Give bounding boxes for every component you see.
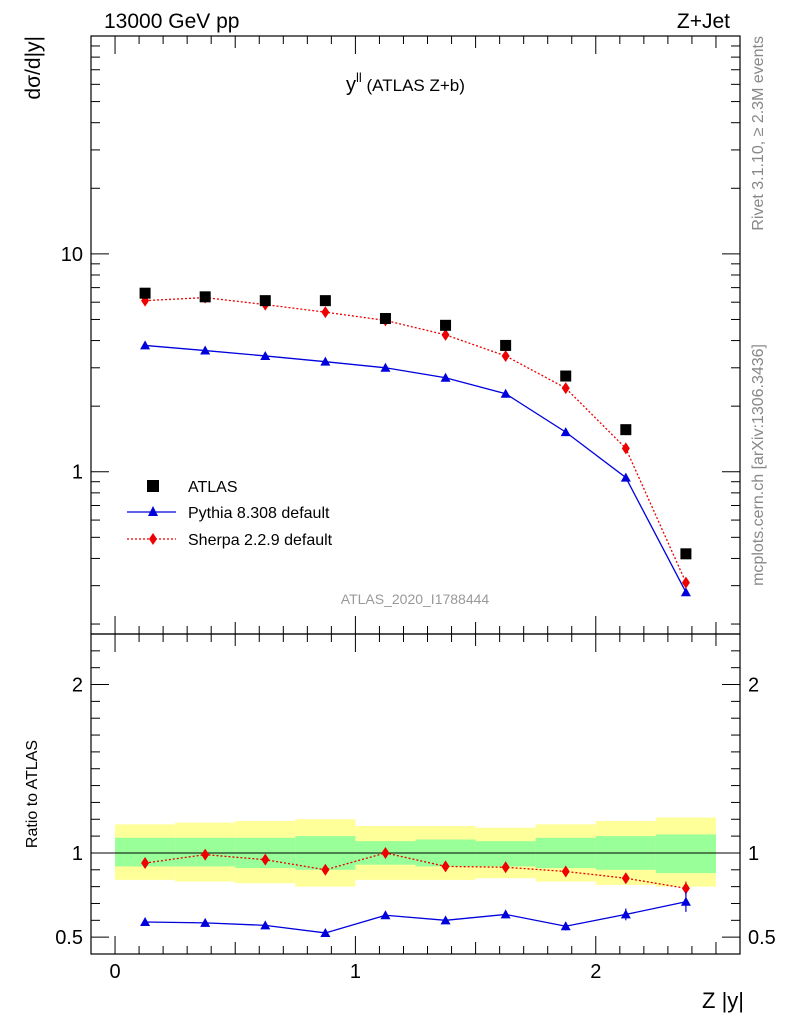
ratio-y-tick-label-left: 2 [72,675,83,697]
pythia-line [145,344,687,593]
ratio-pythia-point [320,927,331,937]
x-axis-label: Z |y| [702,988,744,1013]
atlas-point [259,295,271,307]
legend-pythia-label: Pythia 8.308 default [188,505,330,522]
legend-atlas-label: ATLAS [188,479,238,496]
legend: ATLAS Pythia 8.308 default Sherpa 2.2.9 … [127,479,333,549]
legend-sherpa-label: Sherpa 2.2.9 default [188,532,333,549]
main-y-axis-label: dσ/d|y| [22,36,45,100]
pythia-point [140,340,151,350]
legend-pythia-marker [148,506,158,516]
ratio-sherpa-point [561,865,570,878]
header-process-label: Z+Jet [677,10,730,33]
analysis-id-label: ATLAS_2020_I1788444 [341,591,490,607]
atlas-point [500,339,512,351]
pythia-point [680,587,691,597]
atlas-point [379,313,391,325]
ratio-pythia-point [380,910,391,920]
pythia-point [320,356,331,366]
pythia-point [500,388,511,398]
ratio-y-tick-label-right: 1 [748,843,759,865]
ratio-sherpa-point [381,846,390,859]
atlas-point [620,424,632,436]
x-tick-label: 1 [350,961,361,983]
ratio-plot-frame [90,633,741,955]
sherpa-point [561,382,570,395]
main-plot-title: yll (ATLAS Z+b) [346,70,465,96]
ratio-pythia-point [560,921,571,931]
pythia-point [260,350,271,360]
sherpa-point [621,442,630,455]
sherpa-point [441,328,450,341]
ratio-pythia-point [620,909,631,919]
sherpa-point [501,349,510,362]
atlas-point [139,287,151,299]
atlas-point [560,370,572,382]
pythia-point [380,362,391,372]
ratio-y-tick-label-right: 2 [748,675,759,697]
ratio-pythia-line [145,901,687,934]
pythia-point [440,372,451,382]
pythia-point [200,345,211,355]
ratio-sherpa-point [261,853,270,866]
atlas-point [440,319,452,331]
main-y-tick-label: 1 [72,462,83,484]
ratio-y-tick-label-left: 1 [72,843,83,865]
ratio-band-inner [655,834,716,874]
x-tick-label: 0 [109,961,120,983]
pythia-point [620,472,631,482]
pythia-point [560,427,571,437]
ratio-pythia-point [140,917,151,926]
ratio-y-tick-label-right: 0.5 [748,927,776,949]
legend-sherpa-marker [149,533,157,545]
mcplots-site-label: mcplots.cern.ch [arXiv:1306.3436] [750,344,767,586]
atlas-point [199,291,211,303]
atlas-point [680,548,692,560]
ratio-pythia-point [500,909,511,919]
sherpa-point [321,306,330,319]
x-tick-label: 2 [590,961,601,983]
ratio-y-tick-label-left: 0.5 [55,927,83,949]
ratio-pythia-point [200,917,211,927]
ratio-sherpa-point [141,857,150,870]
sherpa-point [681,576,690,589]
header-energy-label: 13000 GeV pp [104,10,239,33]
ratio-sherpa-point [681,882,690,895]
ratio-sherpa-point [441,860,450,873]
legend-atlas-marker [147,480,159,492]
main-y-tick-label: 10 [61,244,83,266]
ratio-y-axis-label: Ratio to ATLAS [24,740,41,848]
ratio-sherpa-line [144,852,687,889]
ratio-pythia-point [260,920,271,930]
atlas-point [319,295,331,307]
ratio-sherpa-point [321,863,330,876]
ratio-sherpa-point [621,872,630,885]
rivet-version-label: Rivet 3.1.10, ≥ 2.3M events [750,36,767,231]
ratio-sherpa-point [201,848,210,861]
sherpa-line [145,296,687,583]
ratio-sherpa-point [501,861,510,874]
ratio-pythia-point [680,896,691,906]
ratio-pythia-point [440,915,451,925]
